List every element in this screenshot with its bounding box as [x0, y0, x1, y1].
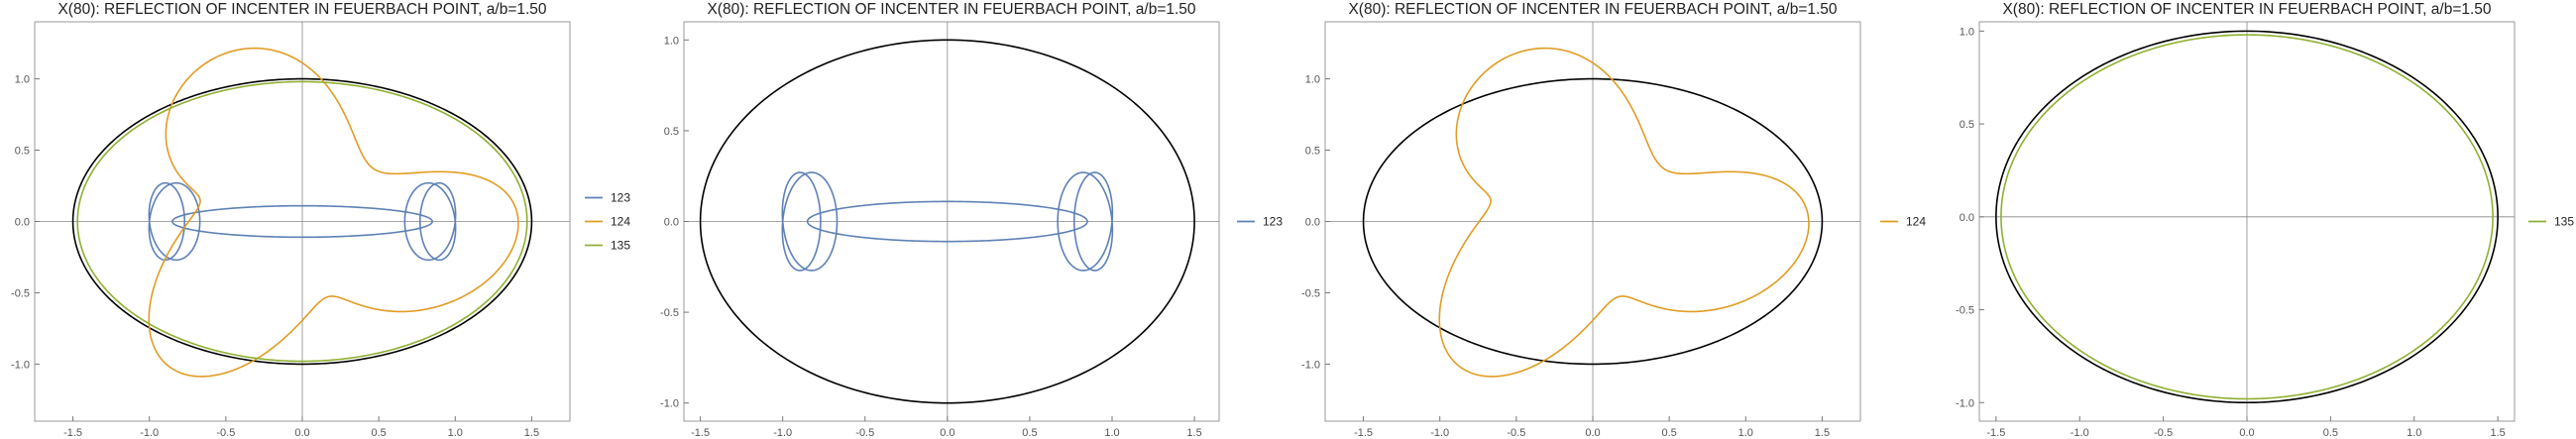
series-curve-123: [806, 200, 1088, 243]
x-tick-label: 1.0: [1738, 427, 1753, 439]
x-tick-label: 0.0: [2239, 427, 2254, 439]
y-tick-label: 0.5: [664, 126, 679, 138]
x-tick-label: -1.0: [1430, 427, 1449, 439]
reference-ellipse: [1362, 77, 1824, 366]
x-tick-label: 0.5: [1661, 427, 1676, 439]
y-tick-label: 1.0: [1305, 74, 1320, 86]
x-tick-label: -0.5: [1507, 427, 1525, 439]
y-tick-label: -0.5: [1956, 305, 1974, 317]
y-tick-label: -1.0: [11, 359, 30, 371]
reference-ellipse: [1995, 30, 2499, 404]
y-tick-label: -0.5: [1301, 287, 1320, 299]
y-tick-label: -1.0: [1956, 397, 1974, 409]
x-tick-label: -1.5: [691, 427, 710, 439]
x-tick-label: 0.0: [294, 427, 309, 439]
series-curve-135: [76, 80, 528, 363]
y-tick-label: -0.5: [660, 307, 679, 319]
legend-label-124: 124: [611, 215, 630, 229]
x-tick-label: 0.5: [1022, 427, 1037, 439]
chart-panel-1: X(80): REFLECTION OF INCENTER IN FEUERBA…: [11, 1, 630, 439]
x-tick-label: -0.5: [855, 427, 874, 439]
x-tick-label: -0.5: [2154, 427, 2173, 439]
chart-panel-3: X(80): REFLECTION OF INCENTER IN FEUERBA…: [1301, 1, 1926, 439]
y-tick-label: 0.0: [15, 217, 30, 229]
y-tick-label: 1.0: [1960, 26, 1974, 38]
x-tick-label: 1.0: [448, 427, 463, 439]
x-tick-label: -1.0: [773, 427, 792, 439]
x-tick-label: 1.0: [2407, 427, 2421, 439]
legend-label-135: 135: [611, 239, 630, 253]
chart-title: X(80): REFLECTION OF INCENTER IN FEUERBA…: [57, 1, 546, 18]
series-curve-123: [781, 171, 839, 272]
y-tick-label: 0.5: [15, 146, 30, 158]
x-tick-label: 1.5: [524, 427, 539, 439]
series-curve-135: [2000, 34, 2494, 400]
chart-panel-2: X(80): REFLECTION OF INCENTER IN FEUERBA…: [660, 1, 1283, 439]
x-tick-label: 1.0: [1104, 427, 1119, 439]
series-curve-123: [171, 204, 433, 239]
y-tick-label: 0.5: [1305, 146, 1320, 158]
legend-label-123: 123: [1263, 215, 1283, 229]
x-tick-label: 1.5: [1815, 427, 1830, 439]
chart-title: X(80): REFLECTION OF INCENTER IN FEUERBA…: [707, 1, 1195, 18]
reference-ellipse: [699, 39, 1195, 404]
series-curve-124: [1438, 47, 1810, 378]
y-tick-label: 0.0: [1305, 217, 1320, 229]
x-tick-label: 1.5: [1186, 427, 1201, 439]
x-tick-label: -1.0: [2071, 427, 2089, 439]
reference-ellipse: [71, 77, 533, 366]
y-tick-label: 0.0: [1960, 212, 1974, 224]
x-tick-label: 1.5: [2490, 427, 2505, 439]
x-tick-label: -0.5: [216, 427, 235, 439]
series-curve-123: [403, 181, 457, 262]
x-tick-label: 0.0: [1585, 427, 1600, 439]
y-tick-label: -1.0: [1301, 359, 1320, 371]
series-curve-123: [1057, 171, 1114, 272]
x-tick-label: 0.5: [2323, 427, 2338, 439]
x-tick-label: 0.0: [940, 427, 954, 439]
chart-title: X(80): REFLECTION OF INCENTER IN FEUERBA…: [2002, 1, 2491, 18]
x-tick-label: -1.0: [140, 427, 159, 439]
y-tick-label: 0.0: [664, 217, 679, 229]
y-tick-label: -1.0: [660, 398, 679, 410]
y-tick-label: 0.5: [1960, 119, 1974, 131]
x-tick-label: 0.5: [371, 427, 386, 439]
legend-label-123: 123: [611, 191, 630, 205]
y-tick-label: -0.5: [11, 287, 30, 299]
y-tick-label: 1.0: [664, 35, 679, 47]
x-tick-label: -1.5: [63, 427, 82, 439]
series-curve-124: [148, 47, 519, 378]
series-curve-123: [148, 181, 201, 262]
legend-label-124: 124: [1906, 215, 1926, 229]
y-tick-label: 1.0: [15, 74, 30, 86]
legend-label-135: 135: [2554, 215, 2574, 229]
chart-panel-4: X(80): REFLECTION OF INCENTER IN FEUERBA…: [1956, 1, 2574, 439]
chart-title: X(80): REFLECTION OF INCENTER IN FEUERBA…: [1348, 1, 1837, 18]
x-tick-label: -1.5: [1986, 427, 2005, 439]
x-tick-label: -1.5: [1354, 427, 1373, 439]
